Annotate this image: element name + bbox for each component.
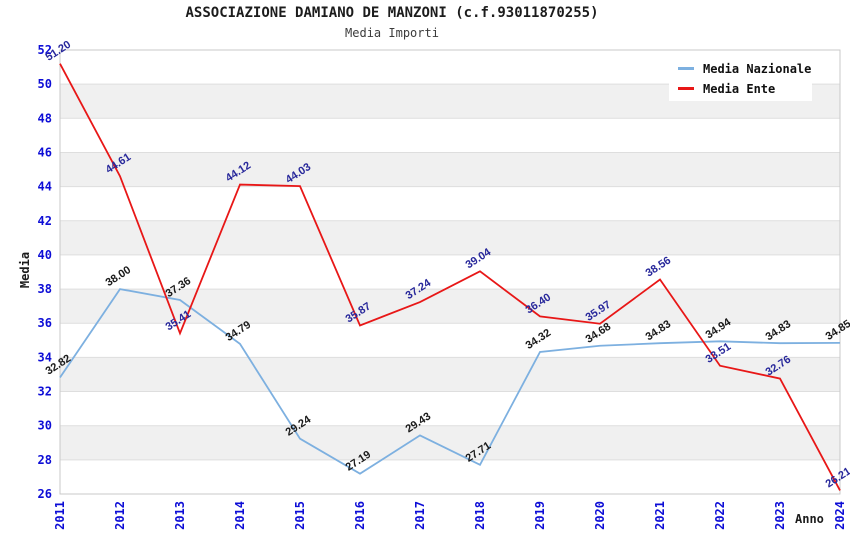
legend-label-media-ente: Media Ente — [703, 81, 776, 96]
x-tick-label: 2023 — [773, 501, 787, 530]
legend-swatch-media-ente — [678, 87, 694, 90]
y-tick-label: 46 — [38, 145, 52, 159]
x-tick-label: 2012 — [113, 501, 127, 530]
grid-band — [60, 459, 840, 494]
x-tick-label: 2017 — [413, 501, 427, 530]
y-tick-label: 42 — [38, 214, 52, 228]
y-tick-label: 52 — [38, 43, 52, 57]
grid-band — [60, 425, 840, 460]
grid-band — [60, 152, 840, 187]
y-tick-label: 44 — [38, 180, 52, 194]
y-axis-title: Media — [18, 251, 33, 289]
y-tick-label: 30 — [38, 419, 52, 433]
x-tick-label: 2014 — [233, 501, 247, 530]
x-tick-label: 2016 — [353, 501, 367, 530]
y-tick-label: 48 — [38, 111, 52, 125]
y-tick-label: 34 — [38, 350, 52, 364]
chart-subtitle: Media Importi — [345, 26, 439, 40]
grid-band — [60, 357, 840, 392]
legend-swatch-media-nazionale — [678, 67, 694, 70]
y-tick-label: 50 — [38, 77, 52, 91]
x-tick-label: 2022 — [713, 501, 727, 530]
y-tick-label: 40 — [38, 248, 52, 262]
y-tick-label: 38 — [38, 282, 52, 296]
x-tick-label: 2019 — [533, 501, 547, 530]
y-tick-label: 26 — [38, 487, 52, 501]
x-tick-label: 2024 — [833, 501, 847, 530]
x-tick-label: 2018 — [473, 501, 487, 530]
legend-item-media-nazionale: Media Nazionale — [678, 62, 812, 76]
x-tick-label: 2020 — [593, 501, 607, 530]
legend-item-media-ente: Media Ente — [678, 82, 812, 96]
grid-band — [60, 186, 840, 221]
grid-band — [60, 220, 840, 255]
x-tick-label: 2015 — [293, 501, 307, 530]
y-tick-label: 36 — [38, 316, 52, 330]
grid-band — [60, 391, 840, 426]
series-line-media-ente — [59, 63, 841, 491]
plot-frame — [59, 49, 841, 495]
y-tick-label: 28 — [38, 453, 52, 467]
x-axis-title: Anno — [795, 512, 824, 526]
chart-title: ASSOCIAZIONE DAMIANO DE MANZONI (c.f.930… — [185, 5, 599, 21]
x-tick-label: 2021 — [653, 501, 667, 530]
x-tick-label: 2013 — [173, 501, 187, 530]
grid-band — [60, 118, 840, 153]
legend: Media Nazionale Media Ente — [669, 56, 812, 101]
y-tick-label: 32 — [38, 385, 52, 399]
x-tick-label: 2011 — [53, 501, 67, 530]
legend-label-media-nazionale: Media Nazionale — [703, 61, 812, 76]
grid-band — [60, 254, 840, 290]
